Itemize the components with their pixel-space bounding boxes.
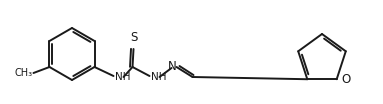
Text: N: N bbox=[168, 61, 177, 74]
Text: S: S bbox=[130, 31, 137, 44]
Text: CH₃: CH₃ bbox=[14, 68, 33, 78]
Text: NH: NH bbox=[151, 72, 166, 82]
Text: NH: NH bbox=[115, 72, 130, 82]
Text: O: O bbox=[342, 73, 351, 86]
